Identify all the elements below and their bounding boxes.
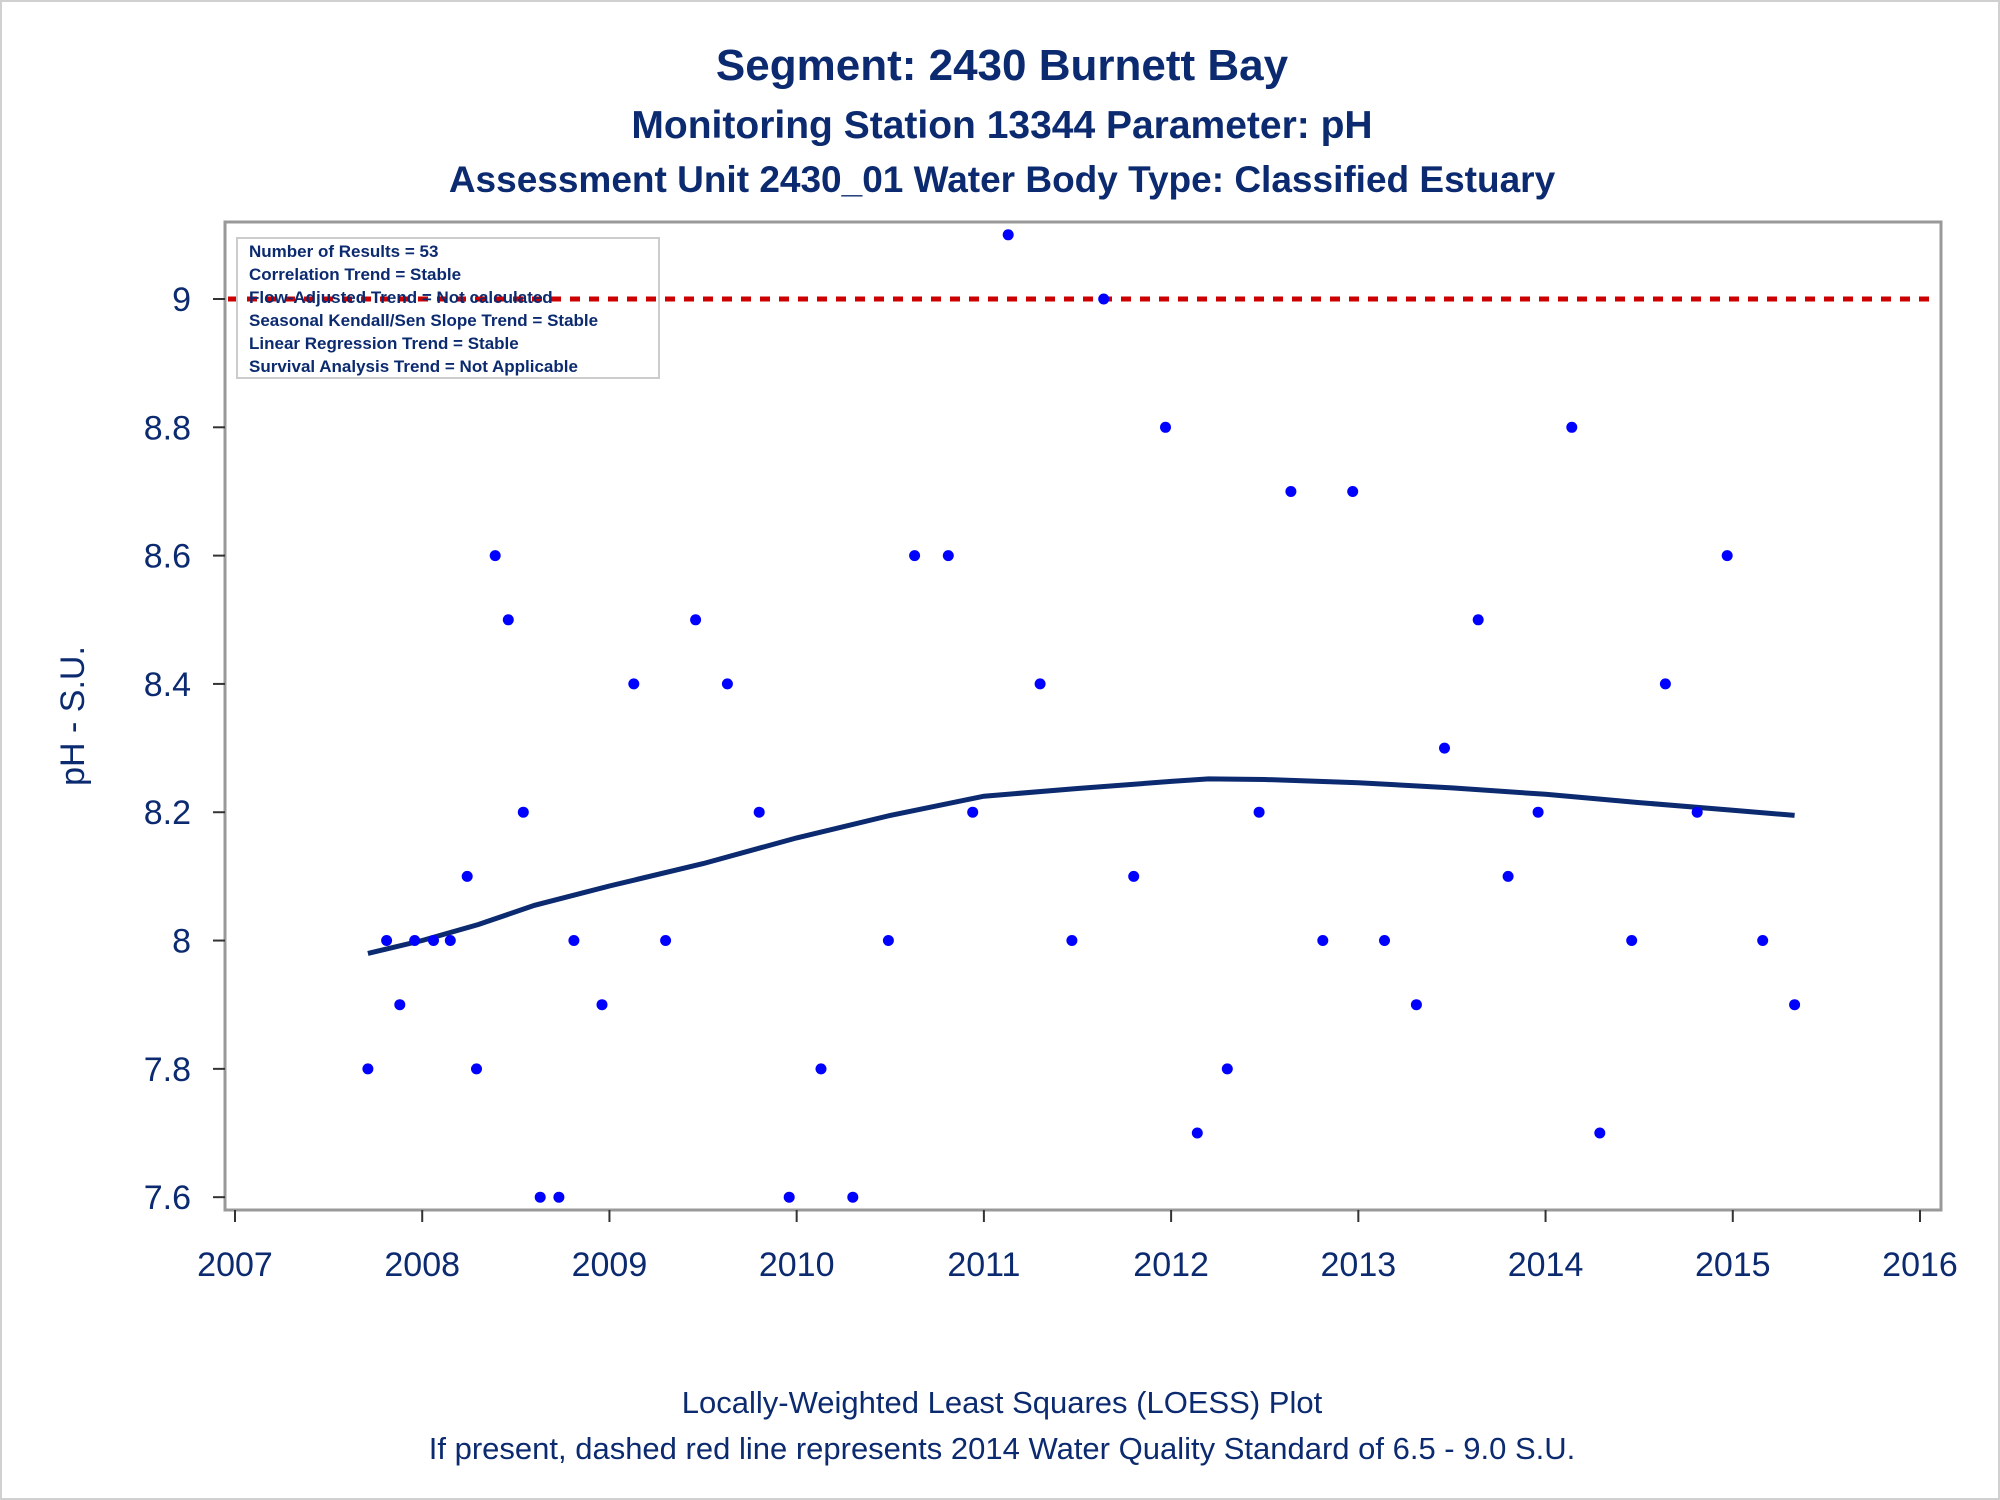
- data-point: [1191, 1127, 1203, 1139]
- data-point: [596, 999, 608, 1011]
- data-point: [553, 1191, 565, 1203]
- y-tick-label: 7.8: [144, 1051, 191, 1089]
- data-point: [381, 935, 393, 946]
- data-point: [909, 550, 921, 562]
- data-point: [461, 870, 473, 882]
- data-point: [1128, 870, 1140, 882]
- data-point: [1659, 678, 1671, 690]
- data-point: [568, 935, 580, 946]
- x-tick-label: 2008: [384, 1246, 460, 1284]
- y-tick-label: 8.6: [144, 538, 191, 576]
- data-point: [628, 678, 640, 690]
- y-tick-label: 7.6: [144, 1179, 191, 1217]
- data-point: [502, 614, 514, 626]
- data-point: [1594, 1127, 1606, 1139]
- info-line-survival-analysis: Survival Analysis Trend = Not Applicable: [249, 357, 578, 376]
- info-line-correlation: Correlation Trend = Stable: [249, 265, 461, 284]
- data-point: [444, 935, 456, 946]
- loess-curve: [367, 776, 1795, 956]
- info-box-border: [236, 237, 660, 379]
- y-tick-label: 8.8: [144, 409, 191, 447]
- x-tick-label: 2011: [947, 1246, 1020, 1284]
- data-point: [1317, 935, 1329, 946]
- data-point: [471, 1063, 482, 1075]
- data-point: [489, 550, 501, 562]
- chart-subtitle-2: Assessment Unit 2430_01 Water Body Type:…: [449, 159, 1556, 200]
- data-point: [409, 935, 421, 946]
- data-point: [1439, 742, 1450, 754]
- y-tick-label: 8.2: [144, 794, 191, 832]
- x-axis: 2007 2008 2009 2010 2011 2012 2013 2014 2015 2016: [197, 1210, 1958, 1284]
- data-point: [1066, 935, 1078, 946]
- data-points: [362, 229, 1801, 1203]
- x-tick-label: 2012: [1133, 1246, 1209, 1284]
- data-point: [1285, 486, 1297, 497]
- info-line-linear-regression: Linear Regression Trend = Stable: [249, 334, 519, 353]
- data-point: [1379, 935, 1390, 946]
- y-tick-label: 8.4: [144, 666, 191, 704]
- data-point: [967, 806, 979, 818]
- data-point: [1502, 870, 1514, 882]
- data-point: [1789, 999, 1801, 1011]
- chart-subtitle: Monitoring Station 13344 Parameter: pH: [631, 104, 1372, 147]
- trend-info-box: Number of Results = 53 Correlation Trend…: [236, 237, 660, 379]
- x-tick-label: 2007: [197, 1246, 273, 1284]
- data-point: [362, 1063, 374, 1075]
- data-point: [517, 806, 529, 818]
- data-point: [1626, 935, 1638, 946]
- data-point: [1691, 806, 1703, 818]
- data-point: [1472, 614, 1484, 626]
- data-point: [882, 935, 894, 946]
- data-point: [1034, 678, 1046, 690]
- footnote-1: Locally-Weighted Least Squares (LOESS) P…: [682, 1385, 1323, 1420]
- footnote-2: If present, dashed red line represents 2…: [429, 1431, 1576, 1466]
- plot-area: [223, 220, 1943, 1212]
- data-point: [534, 1191, 546, 1203]
- data-point: [1410, 999, 1422, 1011]
- data-point: [847, 1191, 859, 1203]
- data-point: [1566, 421, 1578, 433]
- y-axis-label: pH - S.U.: [54, 646, 92, 786]
- x-tick-label: 2016: [1882, 1246, 1958, 1284]
- data-point: [428, 935, 439, 946]
- data-point: [815, 1063, 827, 1075]
- data-point: [942, 550, 954, 562]
- data-point: [1347, 486, 1359, 497]
- data-point: [783, 1191, 795, 1203]
- x-tick-label: 2010: [759, 1246, 835, 1284]
- x-tick-label: 2009: [572, 1246, 648, 1284]
- data-point: [753, 806, 765, 818]
- data-point: [1002, 229, 1014, 241]
- y-tick-label: 8: [172, 923, 191, 961]
- chart-title: Segment: 2430 Burnett Bay: [716, 41, 1289, 90]
- data-point: [1160, 421, 1171, 433]
- info-line-seasonal-kendall: Seasonal Kendall/Sen Slope Trend = Stabl…: [249, 311, 598, 330]
- x-tick-label: 2014: [1508, 1246, 1584, 1284]
- data-point: [1253, 806, 1265, 818]
- y-axis: 7.6 7.8 8 8.2 8.4 8.6 8.8 9: [144, 281, 225, 1217]
- data-point: [1532, 806, 1544, 818]
- data-point: [690, 614, 702, 626]
- y-tick-label: 9: [172, 281, 191, 319]
- info-line-flow-adjusted: Flow-Adjusted Trend = Not calculated: [249, 288, 553, 307]
- data-point: [1221, 1063, 1233, 1075]
- data-point: [1098, 293, 1110, 305]
- data-point: [394, 999, 406, 1011]
- data-point: [1721, 550, 1733, 562]
- x-tick-label: 2013: [1321, 1246, 1397, 1284]
- x-tick-label: 2015: [1695, 1246, 1771, 1284]
- data-point: [721, 678, 733, 690]
- data-point: [1757, 935, 1769, 946]
- info-line-results: Number of Results = 53: [249, 242, 438, 261]
- data-point: [660, 935, 672, 946]
